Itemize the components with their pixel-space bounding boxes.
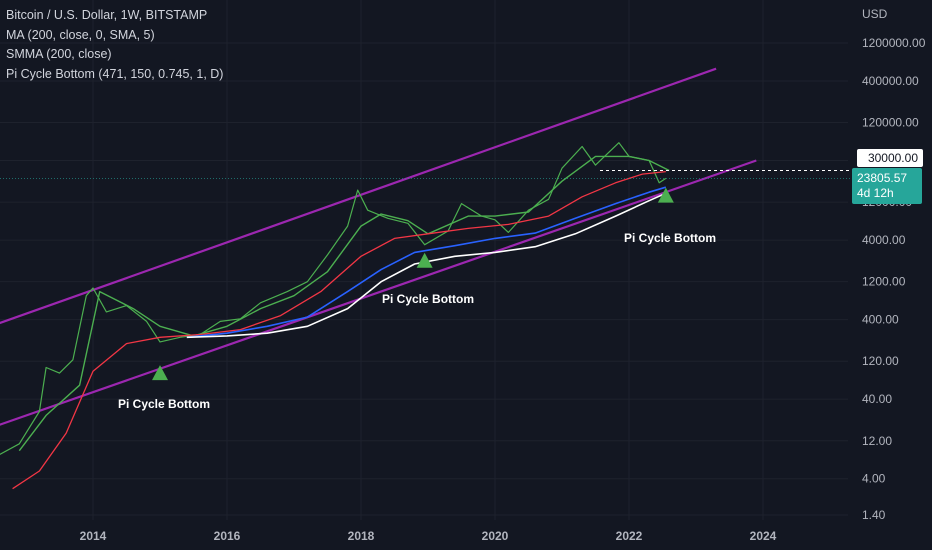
x-tick-label-0: 2014	[80, 529, 107, 543]
y-tick-label-2: 120000.00	[862, 116, 919, 130]
y-tick-label-11: 4.00	[862, 472, 886, 486]
channel-lines	[0, 67, 757, 426]
y-tick-label-12: 1.40	[862, 508, 886, 522]
grid	[0, 0, 848, 520]
chart-legend: Bitcoin / U.S. Dollar, 1W, BITSTAMP MA (…	[6, 6, 223, 84]
series-line-3	[186, 186, 667, 339]
price-tag-30000: 30000.00	[857, 149, 923, 167]
x-tick-label-4: 2022	[616, 529, 643, 543]
x-tick-label-3: 2020	[482, 529, 509, 543]
series-lines	[0, 142, 852, 490]
last-price-tag: 23805.57 4d 12h	[852, 168, 922, 204]
y-tick-label-9: 40.00	[862, 392, 892, 406]
y-tick-label-8: 120.00	[862, 354, 899, 368]
y-axis-unit: USD	[862, 7, 888, 21]
legend-ma[interactable]: MA (200, close, 0, SMA, 5)	[6, 27, 155, 42]
x-tick-label-5: 2024	[750, 529, 777, 543]
countdown: 4d 12h	[857, 186, 894, 200]
y-tick-label-10: 12.00	[862, 434, 892, 448]
y-tick-label-7: 400.00	[862, 313, 899, 327]
series-line-4	[186, 192, 667, 339]
channel-lower	[0, 159, 757, 426]
annotation-pi-cycle-bottom-2: Pi Cycle Bottom	[382, 292, 475, 306]
annotation-pi-cycle-bottom-3: Pi Cycle Bottom	[624, 231, 717, 245]
pi-cycle-markers	[152, 187, 674, 381]
y-tick-label-0: 1200000.00	[862, 36, 926, 50]
legend-smma[interactable]: SMMA (200, close)	[6, 47, 112, 61]
series-line-1	[18, 155, 670, 452]
series-line-2	[12, 170, 666, 490]
x-tick-label-2: 2018	[348, 529, 375, 543]
pi-cycle-marker-2	[657, 187, 674, 203]
legend-symbol[interactable]: Bitcoin / U.S. Dollar, 1W, BITSTAMP	[6, 8, 208, 22]
x-tick-label-1: 2016	[214, 529, 241, 543]
series-line-0	[0, 142, 667, 456]
pi-cycle-marker-0	[152, 365, 168, 381]
pi-cycle-marker-1	[416, 252, 433, 268]
channel-upper	[0, 67, 717, 325]
y-tick-label-1: 400000.00	[862, 74, 919, 88]
legend-pi-cycle[interactable]: Pi Cycle Bottom (471, 150, 0.745, 1, D)	[6, 66, 224, 81]
y-tick-label-6: 1200.00	[862, 275, 906, 289]
annotation-pi-cycle-bottom-1: Pi Cycle Bottom	[118, 397, 211, 411]
last-price: 23805.57	[857, 171, 908, 185]
y-tick-label-5: 4000.00	[862, 233, 906, 247]
